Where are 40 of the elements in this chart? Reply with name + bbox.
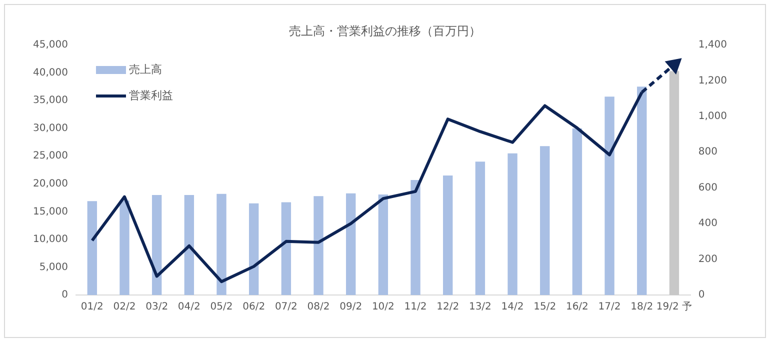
x-tick-label: 03/2 xyxy=(146,302,168,313)
x-tick-label: 13/2 xyxy=(468,302,492,313)
y2-tick-label: 1,200 xyxy=(698,75,728,86)
x-tick-label: 10/2 xyxy=(372,302,394,313)
y-tick-label: 0 xyxy=(62,290,68,301)
legend-label: 営業利益 xyxy=(128,88,173,102)
y-tick-label: 5,000 xyxy=(39,262,68,273)
legend-label: 売上高 xyxy=(128,62,162,76)
x-tick-label: 19/2 予 xyxy=(656,302,692,313)
x-tick-label: 09/2 xyxy=(340,302,362,313)
x-tick-label: 06/2 xyxy=(242,302,266,313)
x-tick-label: 02/2 xyxy=(113,302,136,313)
x-tick-label: 14/2 xyxy=(501,302,524,313)
y2-tick-label: 1,000 xyxy=(698,111,728,122)
x-tick-label: 05/2 xyxy=(210,302,233,313)
y-tick-label: 25,000 xyxy=(32,150,68,162)
x-tick-label: 17/2 xyxy=(598,302,621,313)
y-tick-label: 30,000 xyxy=(32,122,68,134)
x-tick-label: 16/2 xyxy=(566,302,588,313)
x-tick-label: 12/2 xyxy=(436,302,460,313)
y2-tick-label: 600 xyxy=(698,182,718,194)
y2-tick-label: 1,400 xyxy=(698,40,728,51)
y-tick-label: 40,000 xyxy=(32,67,68,78)
chart-title: 売上高・営業利益の推移（百万円） xyxy=(288,23,482,40)
y-tick-label: 15,000 xyxy=(32,206,68,218)
y2-tick-label: 200 xyxy=(698,254,718,265)
y2-tick-label: 800 xyxy=(698,146,718,158)
y-tick-label: 20,000 xyxy=(32,178,68,190)
y-tick-label: 35,000 xyxy=(32,95,68,106)
x-tick-label: 07/2 xyxy=(274,302,298,313)
x-tick-label: 01/2 xyxy=(80,302,104,313)
y-tick-label: 10,000 xyxy=(32,234,68,246)
x-tick-label: 15/2 xyxy=(534,302,556,313)
x-tick-label: 04/2 xyxy=(178,302,200,313)
x-tick-label: 08/2 xyxy=(307,302,330,313)
x-tick-label: 18/2 xyxy=(630,302,654,313)
x-tick-label: 11/2 xyxy=(404,302,427,313)
y2-tick-label: 0 xyxy=(698,290,705,301)
y2-tick-label: 400 xyxy=(698,218,718,230)
y-tick-label: 45,000 xyxy=(32,40,68,51)
